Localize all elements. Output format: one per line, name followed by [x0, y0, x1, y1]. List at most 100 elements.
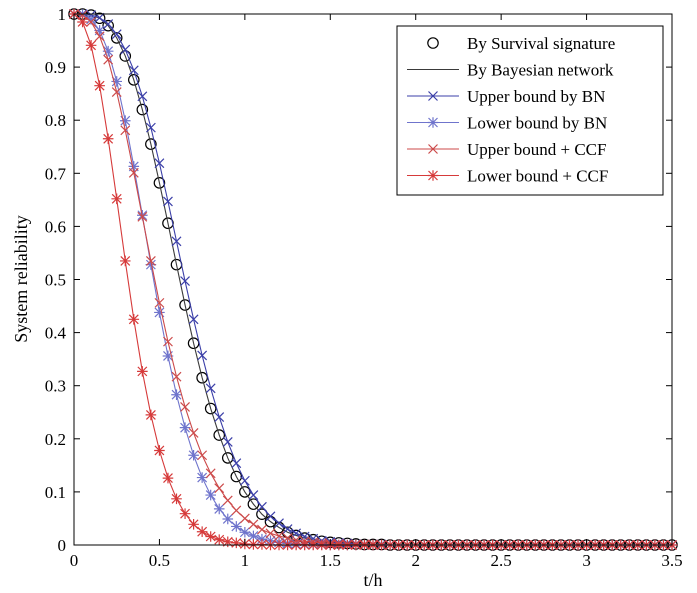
- data-point: [257, 524, 267, 535]
- data-point: [102, 133, 114, 145]
- data-point: [231, 505, 242, 516]
- data-point: [231, 537, 242, 549]
- x-tick-label: 0: [70, 551, 79, 570]
- data-point: [111, 76, 123, 87]
- data-point: [145, 138, 157, 150]
- data-point: [85, 40, 97, 51]
- data-point: [128, 161, 140, 172]
- data-point: [205, 531, 216, 542]
- legend-marker: [427, 37, 439, 49]
- data-point: [196, 526, 208, 538]
- data-point: [154, 307, 165, 318]
- data-point: [239, 513, 250, 524]
- data-point: [231, 458, 242, 469]
- data-point: [274, 518, 284, 529]
- data-point: [94, 25, 105, 36]
- data-point: [204, 402, 217, 415]
- data-point: [188, 449, 199, 461]
- data-point: [86, 17, 97, 27]
- data-point: [282, 524, 293, 534]
- data-point: [256, 533, 268, 545]
- data-point: [196, 371, 208, 384]
- legend-label: By Survival signature: [467, 34, 615, 53]
- data-point: [213, 503, 225, 515]
- data-point: [128, 167, 139, 178]
- legend-item: Lower bound by BN: [407, 114, 607, 133]
- legend-label: Upper bound by BN: [467, 87, 605, 106]
- data-point: [137, 91, 148, 102]
- data-point: [77, 16, 88, 28]
- y-tick-label: 0.5: [45, 271, 66, 290]
- data-point: [119, 255, 131, 267]
- x-axis-title: t/h: [363, 570, 382, 590]
- data-point: [214, 412, 225, 422]
- data-point: [179, 508, 191, 519]
- data-point: [145, 409, 157, 421]
- data-point: [265, 528, 276, 539]
- legend-label: Lower bound + CCF: [467, 167, 608, 186]
- data-point: [111, 87, 122, 97]
- legend-marker: [428, 91, 438, 101]
- data-point: [274, 531, 284, 541]
- data-point: [120, 125, 131, 136]
- y-axis-title: System reliability: [11, 215, 31, 343]
- data-point: [137, 366, 148, 377]
- axis-ticks: 0 0.5 1 1.5 2 2.5 3 3.5 0 0.1 0.2 0.3 0.4 0.5 0.6 0.7 0.…: [45, 5, 683, 570]
- data-point: [256, 508, 268, 521]
- legend: By Survival signature By Bayesian network…: [396, 25, 664, 196]
- data-point: [153, 177, 166, 189]
- x-tick-label: 1.5: [320, 551, 341, 570]
- data-point: [154, 297, 165, 308]
- data-point: [248, 530, 259, 542]
- data-point: [163, 196, 173, 207]
- data-point: [239, 526, 251, 538]
- data-point: [291, 528, 302, 539]
- data-point: [230, 470, 243, 483]
- data-point: [197, 350, 208, 361]
- data-point: [94, 12, 105, 23]
- data-point: [273, 521, 285, 534]
- data-point: [188, 314, 199, 325]
- data-point: [120, 44, 131, 55]
- x-tick-label: 0.5: [149, 551, 170, 570]
- data-point: [171, 493, 182, 505]
- y-tick-label: 0: [58, 536, 67, 555]
- data-point: [222, 513, 234, 525]
- data-point: [248, 490, 259, 501]
- data-point: [282, 533, 293, 544]
- data-point: [163, 336, 173, 347]
- data-point: [248, 519, 259, 530]
- y-tick-label: 0.9: [45, 58, 66, 77]
- data-point: [180, 402, 190, 412]
- data-point: [145, 122, 156, 133]
- data-point: [154, 445, 165, 456]
- legend-item: By Bayesian network: [407, 61, 614, 80]
- y-tick-label: 0.8: [45, 111, 66, 130]
- data-point: [154, 158, 165, 169]
- data-point: [180, 276, 190, 287]
- y-tick-label: 0.4: [45, 324, 67, 343]
- data-point: [77, 10, 88, 20]
- data-point: [119, 115, 131, 127]
- data-point: [222, 495, 233, 506]
- data-point: [110, 32, 123, 44]
- x-tick-label: 2: [411, 551, 420, 570]
- data-point: [222, 536, 234, 548]
- data-point: [102, 45, 114, 57]
- data-point: [213, 429, 226, 441]
- legend-label: Upper bound + CCF: [467, 140, 606, 159]
- data-point: [128, 314, 140, 325]
- data-point: [171, 389, 182, 401]
- data-point: [256, 539, 268, 550]
- data-point: [145, 259, 157, 270]
- data-point: [214, 483, 225, 494]
- data-point: [128, 65, 139, 76]
- data-point: [248, 539, 259, 550]
- legend-label: Lower bound by BN: [467, 114, 607, 133]
- data-point: [162, 472, 174, 484]
- data-point: [94, 80, 105, 91]
- data-point: [205, 489, 216, 501]
- data-point: [231, 521, 242, 532]
- legend-item: Lower bound + CCF: [407, 167, 608, 186]
